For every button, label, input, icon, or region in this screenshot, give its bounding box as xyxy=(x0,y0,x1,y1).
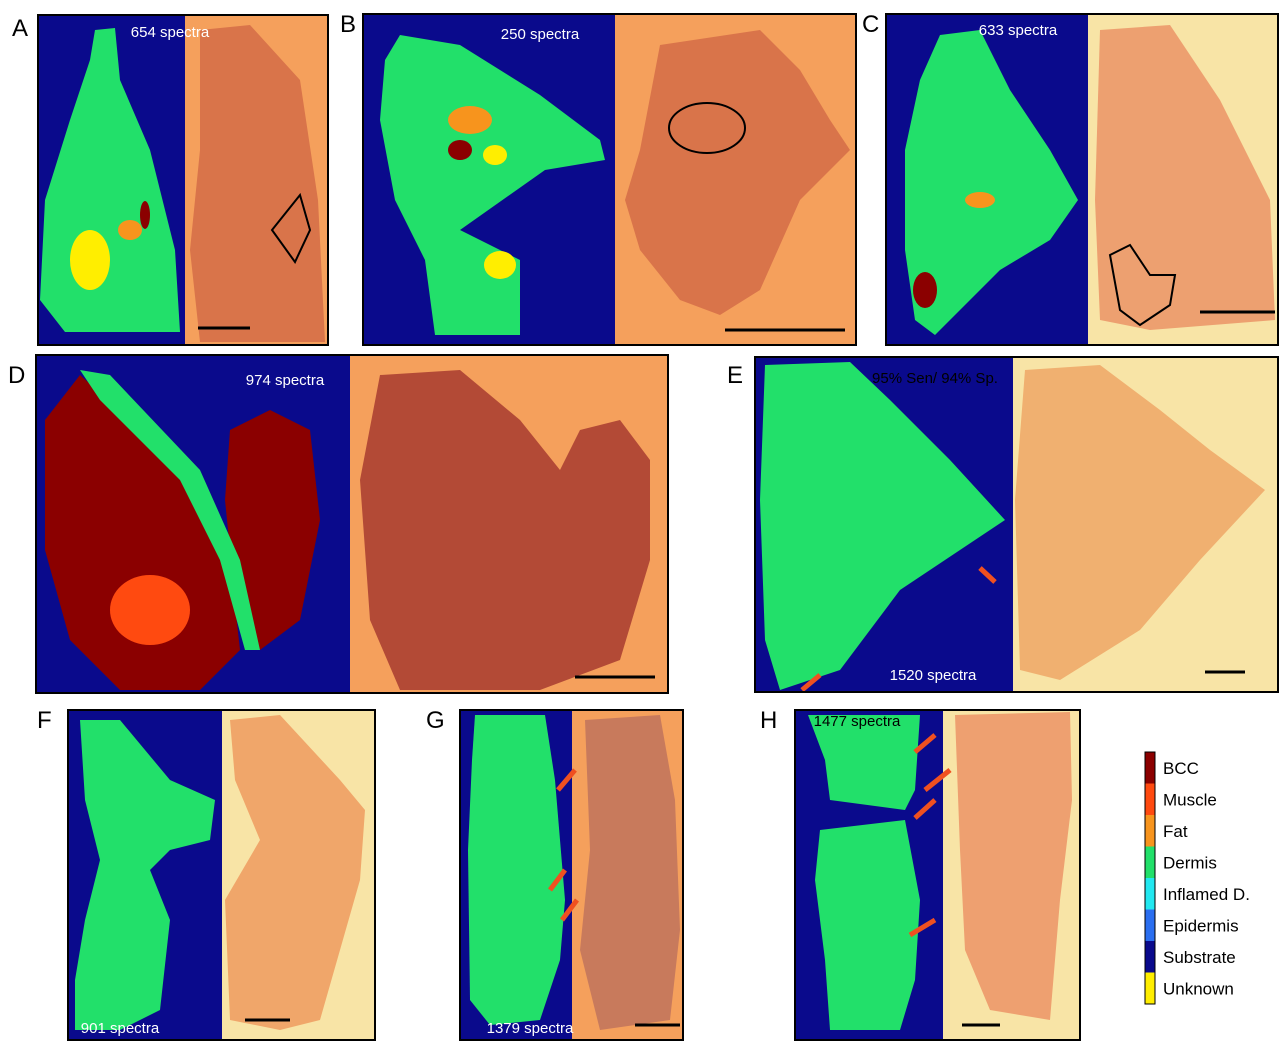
cluster xyxy=(118,220,142,240)
legend-swatch xyxy=(1145,815,1155,847)
panel-h: H 1477 spectra xyxy=(760,707,1080,1040)
legend-swatch xyxy=(1145,752,1155,784)
legend-label: BCC xyxy=(1163,759,1199,778)
spectra-count: 633 spectra xyxy=(979,22,1058,39)
figure: A 654 spectra B 250 spectra C 633 spectr… xyxy=(0,0,1280,1045)
legend-label: Inflamed D. xyxy=(1163,885,1250,904)
panel-label: H xyxy=(760,707,777,734)
panel-a: A 654 spectra xyxy=(12,15,328,345)
legend-label: Unknown xyxy=(1163,979,1234,998)
spectra-count: 1477 spectra xyxy=(814,713,901,730)
spectra-count: 654 spectra xyxy=(131,24,210,41)
spectra-count: 1379 spectra xyxy=(487,1020,574,1037)
cluster xyxy=(140,201,150,229)
panel-b: B 250 spectra xyxy=(340,11,856,345)
legend-swatch xyxy=(1145,878,1155,910)
spectra-count: 901 spectra xyxy=(81,1020,160,1037)
legend-label: Dermis xyxy=(1163,853,1217,872)
legend-label: Epidermis xyxy=(1163,916,1239,935)
tissue-image xyxy=(580,715,680,1030)
panel-g: G 1379 spectra xyxy=(426,707,683,1040)
spectra-count: 1520 spectra xyxy=(890,667,977,684)
legend: BCC Muscle Fat Dermis Inflamed D. Epidermis Su… xyxy=(1145,752,1250,1004)
panel-d: D 974 spectra xyxy=(8,355,668,693)
cluster xyxy=(70,230,110,290)
panel-label: B xyxy=(340,11,356,38)
legend-swatch xyxy=(1145,784,1155,816)
panel-label: E xyxy=(727,362,743,389)
legend-swatch xyxy=(1145,941,1155,973)
spectra-count: 974 spectra xyxy=(246,372,325,389)
cluster xyxy=(965,192,995,208)
legend-label: Substrate xyxy=(1163,948,1236,967)
performance-label: 95% Sen/ 94% Sp. xyxy=(872,370,998,387)
panel-label: G xyxy=(426,707,445,734)
legend-label: Fat xyxy=(1163,822,1188,841)
spectra-count: 250 spectra xyxy=(501,26,580,43)
cluster xyxy=(913,272,937,308)
panel-e: E 95% Sen/ 94% Sp. 1520 spectra xyxy=(727,357,1278,692)
panel-label: D xyxy=(8,362,25,389)
legend-swatch xyxy=(1145,973,1155,1005)
legend-swatch xyxy=(1145,910,1155,942)
panel-c: C 633 spectra xyxy=(862,11,1278,345)
tissue-map xyxy=(815,820,920,1030)
legend-swatch xyxy=(1145,847,1155,879)
cluster xyxy=(448,140,472,160)
tissue-map xyxy=(468,715,565,1025)
cluster xyxy=(484,251,516,279)
panel-label: C xyxy=(862,11,879,38)
cluster xyxy=(448,106,492,134)
panel-label: F xyxy=(37,707,52,734)
cluster xyxy=(110,575,190,645)
panel-label: A xyxy=(12,15,28,42)
panel-f: F 901 spectra xyxy=(37,707,375,1040)
cluster xyxy=(483,145,507,165)
legend-label: Muscle xyxy=(1163,790,1217,809)
